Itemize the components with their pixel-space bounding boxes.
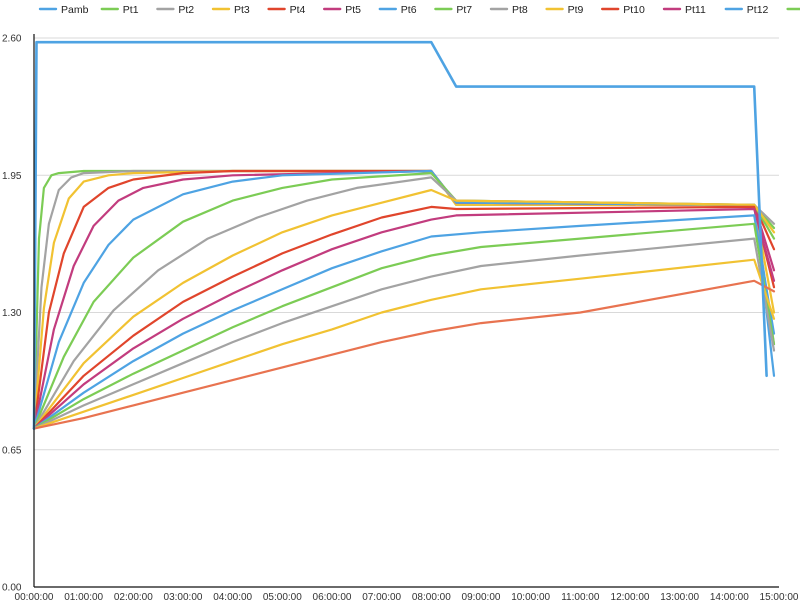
series-line-pt9 [32,188,776,430]
legend-label: Pt4 [290,4,306,16]
legend-label: Pt11 [685,4,706,16]
legend-label: Pt6 [401,4,417,16]
series-line-pt10 [32,205,776,430]
series-line-pt16 [32,279,776,430]
axes [33,34,779,588]
x-tick-label: 04:00:00 [213,592,252,602]
x-tick-label: 05:00:00 [263,592,302,602]
x-tick-label: 13:00:00 [660,592,699,602]
x-tick-label: 07:00:00 [362,592,401,602]
series-line-pt6 [32,169,776,430]
y-tick-labels: 0.00 0.65 1.30 1.95 2.60 [2,34,22,594]
x-tick-label: 12:00:00 [611,592,650,602]
legend-label: Pamb [61,4,89,16]
legend-label: Pt5 [345,4,361,16]
y-tick-label: 1.95 [2,171,22,182]
legend-label: Pt12 [747,4,769,16]
x-tick-label: 08:00:00 [412,592,451,602]
x-tick-label: 14:00:00 [710,592,749,602]
legend: Pamb Pt1 Pt2 Pt3 Pt4 Pt5 Pt6 Pt7 Pt8 Pt9 Pt10 Pt11 P… [38,4,800,16]
series-line-pt13 [32,222,776,430]
legend-label: Pt8 [512,4,528,16]
x-tick-label: 15:00:00 [760,592,799,602]
series-line-pt3 [32,169,776,430]
series-line-pt12 [32,214,776,430]
series-line-pt14 [32,237,776,430]
y-tick-label: 1.30 [2,308,22,319]
x-tick-label: 11:00:00 [561,592,600,602]
legend-label: Pt1 [123,4,139,16]
series-line-pt11 [32,207,776,430]
legend-label: Pt2 [178,4,194,16]
y-tick-label: 0.00 [2,583,22,594]
x-tick-label: 00:00:00 [15,592,54,602]
legend-label: Pt7 [456,4,472,16]
x-tick-label: 09:00:00 [462,592,501,602]
legend-label: Pt3 [234,4,250,16]
series-lines [32,40,776,430]
series-line-pamb [32,40,768,430]
legend-label: Pt9 [568,4,584,16]
x-tick-label: 10:00:00 [511,592,550,602]
legend-label: Pt10 [623,4,645,16]
x-tick-label: 02:00:00 [114,592,153,602]
y-tick-label: 0.65 [2,445,22,456]
series-line-pt15 [32,258,776,430]
x-tick-label: 01:00:00 [64,592,103,602]
y-tick-label: 2.60 [2,34,22,45]
x-tick-labels: 00:00:00 01:00:00 02:00:00 03:00:00 04:00:00… [15,592,799,602]
x-tick-label: 03:00:00 [164,592,203,602]
x-tick-label: 06:00:00 [313,592,352,602]
